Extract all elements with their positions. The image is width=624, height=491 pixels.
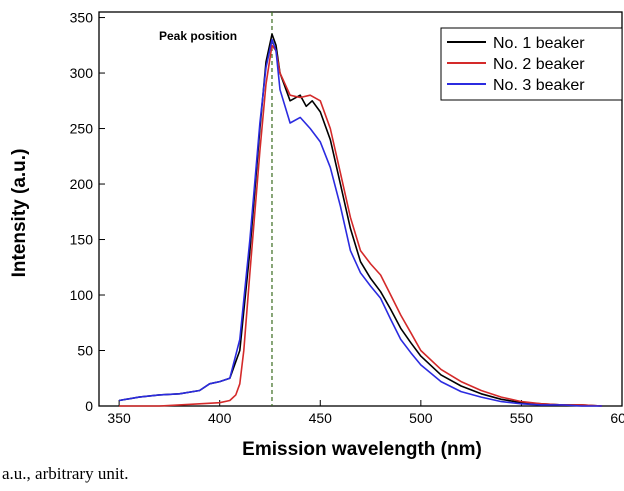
series-line-2 bbox=[119, 44, 602, 407]
chart: 350 400 450 500 550 600 0 50 100 150 200 250 300 350 N… bbox=[9, 10, 624, 460]
series-line-3 bbox=[118, 38, 602, 407]
legend-label-1: No. 1 beaker bbox=[493, 35, 585, 52]
x-tick-label: 500 bbox=[409, 410, 433, 426]
plot-frame bbox=[98, 11, 623, 407]
x-tick-label: 600 bbox=[610, 410, 624, 426]
y-tick-label: 50 bbox=[77, 343, 93, 359]
x-tick-label: 400 bbox=[208, 410, 232, 426]
x-tick-label: 550 bbox=[510, 410, 534, 426]
legend-label-2: No. 2 beaker bbox=[493, 56, 585, 73]
x-axis-label: Emission wavelength (nm) bbox=[242, 439, 482, 460]
figure-caption: a.u., arbitrary unit. bbox=[2, 464, 129, 483]
y-tick-label: 350 bbox=[70, 10, 94, 26]
y-tick-label: 200 bbox=[70, 176, 94, 192]
y-tick-label: 250 bbox=[70, 121, 94, 137]
y-axis-label: Intensity (a.u.) bbox=[9, 149, 30, 278]
y-tick-label: 300 bbox=[70, 65, 94, 81]
y-tick-label: 0 bbox=[85, 398, 93, 414]
legend-label-3: No. 3 beaker bbox=[493, 77, 585, 94]
y-tick-label: 100 bbox=[70, 287, 94, 303]
peak-position-annotation: Peak position bbox=[159, 29, 237, 43]
y-tick-label: 150 bbox=[70, 232, 94, 248]
plot-layer: 350 400 450 500 550 600 0 50 100 150 200 250 300 350 N… bbox=[70, 10, 624, 426]
x-tick-label: 450 bbox=[309, 410, 333, 426]
x-tick-label: 350 bbox=[107, 410, 131, 426]
